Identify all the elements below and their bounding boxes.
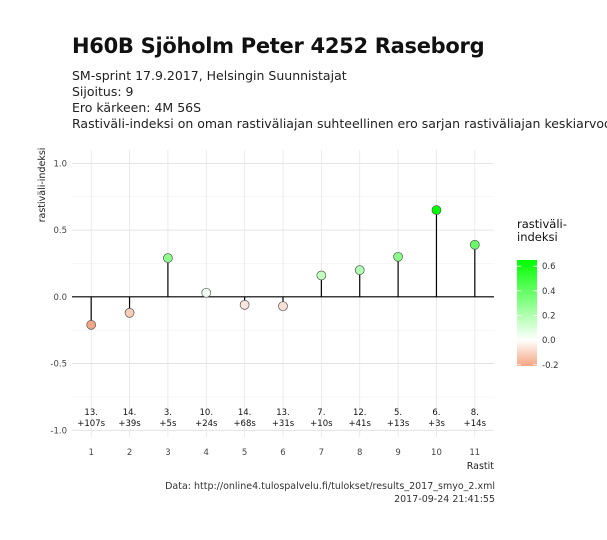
- diff-label: +3s: [428, 419, 446, 429]
- data-point: [163, 253, 173, 263]
- rank-label: 5.: [394, 408, 402, 418]
- y-tick-label: 1.0: [53, 159, 67, 169]
- stems: [90, 210, 476, 325]
- data-point: [86, 320, 97, 330]
- legend: rastiväli-indeksi 0.6 0.4 0.2 0.0 -0.2: [517, 217, 567, 371]
- diff-label: +41s: [349, 419, 372, 429]
- legend-title: indeksi: [517, 230, 558, 244]
- x-tick-label: 11: [469, 448, 480, 458]
- diff-label: +5s: [159, 419, 177, 429]
- rank-label: 3.: [164, 408, 172, 418]
- data-point: [354, 265, 365, 275]
- y-tick-label: -0.5: [50, 360, 67, 370]
- caption-timestamp: 2017-09-24 21:41:55: [394, 494, 495, 505]
- x-tick-label: 5: [242, 448, 247, 458]
- x-tick-label: 4: [204, 448, 209, 458]
- y-tick-label: 0.5: [53, 226, 67, 236]
- legend-tick-label: 0.0: [542, 336, 556, 346]
- x-tick-label: 7: [319, 448, 324, 458]
- subtitle-gap: Ero kärkeen: 4M 56S: [72, 100, 202, 115]
- grid: [72, 150, 494, 437]
- caption-source: Data: http://online4.tulospalvelu.fi/tul…: [165, 481, 495, 492]
- legend-tick-label: 0.6: [542, 262, 556, 272]
- x-tick-label: 8: [357, 448, 362, 458]
- x-tick-label: 2: [127, 448, 132, 458]
- rank-label: 8.: [471, 408, 479, 418]
- rank-label: 12.: [353, 408, 367, 418]
- rank-label: 13.: [276, 408, 290, 418]
- subtitle-rank: Sijoitus: 9: [72, 84, 134, 99]
- annotations: 13.+107s14.+39s3.+5s10.+24s14.+68s13.+31…: [77, 408, 486, 429]
- data-point: [124, 308, 135, 318]
- rank-label: 13.: [84, 408, 98, 418]
- data-point: [316, 270, 327, 281]
- x-tick-label: 6: [280, 448, 285, 458]
- diff-label: +13s: [387, 419, 410, 429]
- rank-label: 10.: [200, 408, 214, 418]
- legend-tick-label: -0.2: [542, 361, 559, 371]
- diff-label: +14s: [464, 419, 487, 429]
- data-point: [278, 301, 288, 312]
- diff-label: +24s: [195, 419, 218, 429]
- legend-title: rastiväli-: [517, 217, 567, 231]
- rank-label: 14.: [123, 408, 137, 418]
- x-axis: 1 2 3 4 5 6 7 8 9 10 11: [88, 448, 480, 458]
- x-tick-label: 10: [431, 448, 442, 458]
- x-tick-label: 9: [395, 448, 400, 458]
- x-tick-label: 1: [88, 448, 93, 458]
- rank-label: 6.: [432, 408, 440, 418]
- diff-label: +10s: [310, 419, 333, 429]
- x-tick-label: 3: [165, 448, 170, 458]
- data-point: [239, 299, 250, 310]
- diff-label: +39s: [118, 419, 141, 429]
- y-tick-label: 0.0: [53, 293, 67, 303]
- legend-tick-label: 0.2: [542, 311, 556, 321]
- diff-label: +68s: [233, 419, 256, 429]
- x-axis-title: Rastit: [467, 461, 495, 472]
- data-point: [201, 287, 212, 298]
- y-axis: -1.0 -0.5 0.0 0.5 1.0: [50, 159, 67, 436]
- data-point: [431, 205, 442, 215]
- diff-label: +107s: [77, 419, 105, 429]
- chart-title: H60B Sjöholm Peter 4252 Raseborg: [72, 34, 485, 58]
- y-tick-label: -1.0: [50, 426, 67, 436]
- points: [86, 205, 480, 330]
- diff-label: +31s: [272, 419, 295, 429]
- legend-tick-label: 0.4: [542, 287, 556, 297]
- data-point: [393, 251, 403, 262]
- legend-colorbar: [517, 260, 537, 366]
- data-point: [469, 239, 480, 250]
- y-axis-title: rastiväli-indeksi: [37, 148, 48, 223]
- subtitle-event: SM-sprint 17.9.2017, Helsingin Suunnista…: [72, 68, 347, 83]
- rank-label: 7.: [317, 408, 325, 418]
- subtitle-description: Rastiväli-indeksi on oman rastiväliajan …: [72, 116, 607, 131]
- rank-label: 14.: [238, 408, 252, 418]
